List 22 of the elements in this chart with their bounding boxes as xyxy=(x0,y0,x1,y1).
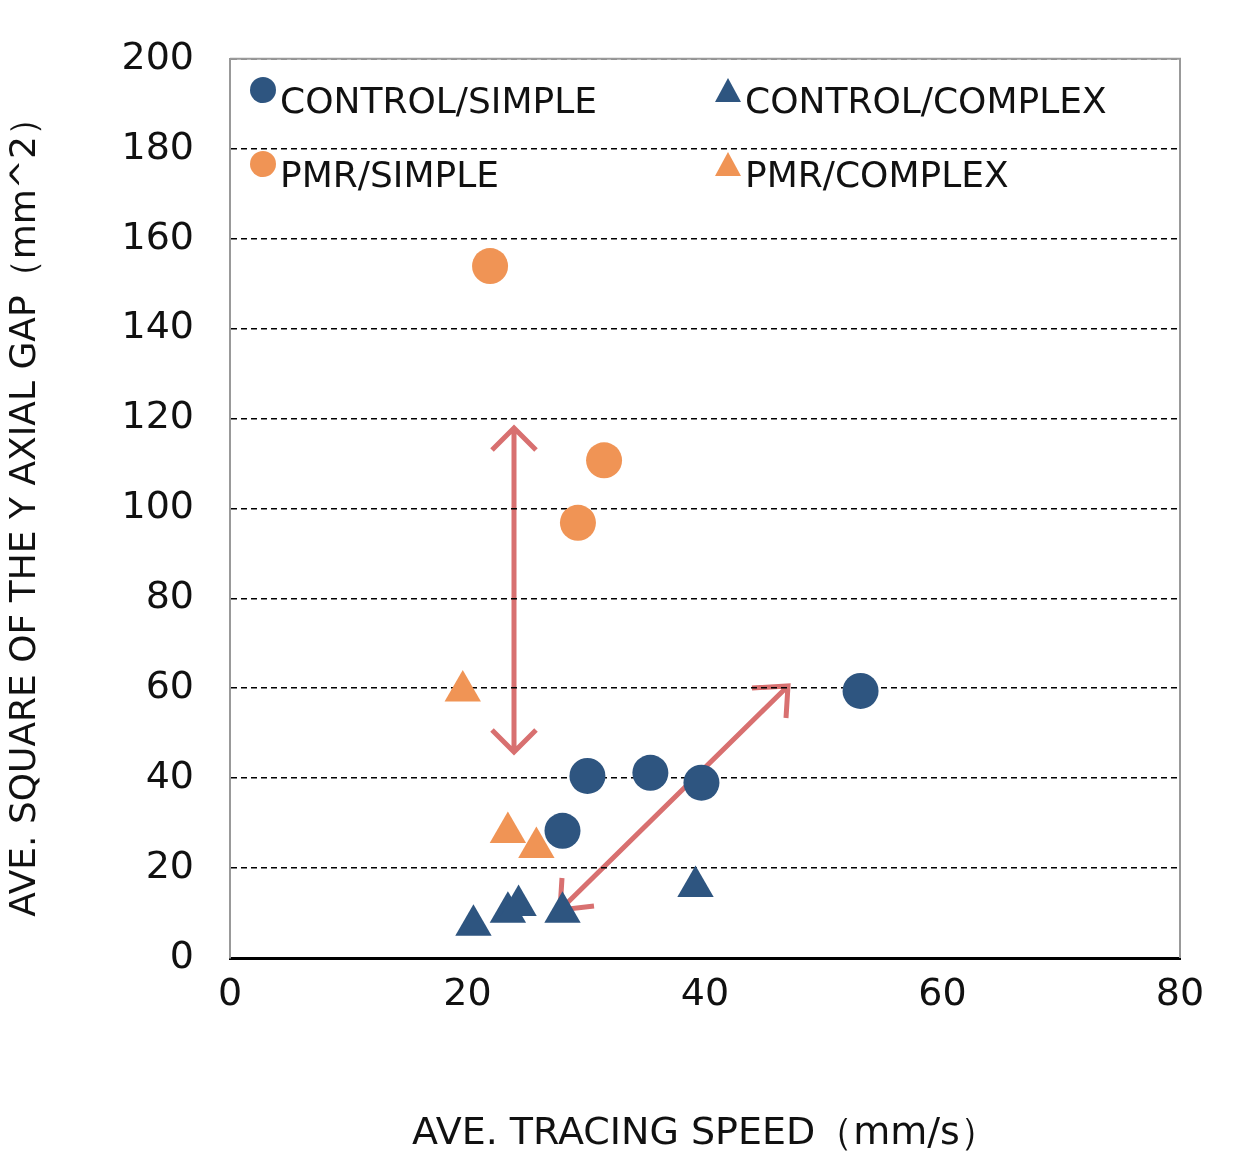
legend-label: CONTROL/SIMPLE xyxy=(280,79,597,121)
y-tick-label: 80 xyxy=(145,573,194,618)
legend-label: CONTROL/COMPLEX xyxy=(745,79,1107,121)
y-tick-label: 180 xyxy=(121,123,194,168)
y-tick-label: 100 xyxy=(121,483,194,528)
y-axis-title: AVE. SQUARE OF THE Y AXIAL GAP（mm^2） xyxy=(1,100,43,917)
legend-label: PMR/COMPLEX xyxy=(745,153,1009,195)
y-tick-label: 20 xyxy=(145,842,194,887)
y-tick-label: 0 xyxy=(169,932,194,977)
x-tick-label: 60 xyxy=(918,969,967,1014)
x-tick-label: 80 xyxy=(1155,969,1205,1014)
y-tick-label: 200 xyxy=(121,33,194,78)
y-tick-label: 60 xyxy=(145,663,194,708)
y-tick-label: 40 xyxy=(145,753,194,798)
y-tick-label: 140 xyxy=(121,303,194,348)
x-axis-title: AVE. TRACING SPEED（mm/s） xyxy=(412,1109,998,1154)
legend-label: PMR/SIMPLE xyxy=(280,153,499,195)
x-tick-label: 20 xyxy=(443,969,492,1014)
y-tick-label: 160 xyxy=(121,213,194,258)
y-tick-label: 120 xyxy=(121,393,194,438)
x-tick-label: 40 xyxy=(680,969,730,1014)
x-tick-label: 0 xyxy=(217,969,243,1014)
